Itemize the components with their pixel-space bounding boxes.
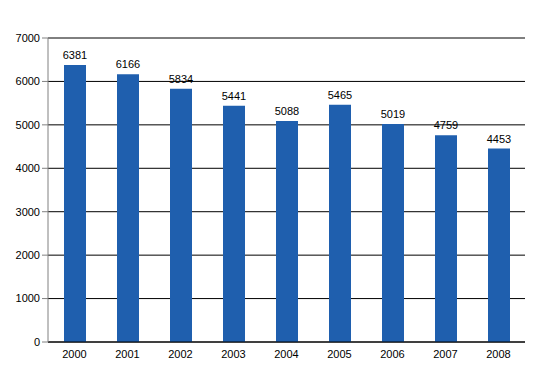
svg-text:5834: 5834 xyxy=(169,73,193,85)
svg-text:5088: 5088 xyxy=(275,105,299,117)
svg-text:2006: 2006 xyxy=(380,348,404,360)
svg-text:4759: 4759 xyxy=(434,119,458,131)
svg-text:5000: 5000 xyxy=(16,119,40,131)
svg-text:6166: 6166 xyxy=(116,58,140,70)
svg-text:6000: 6000 xyxy=(16,75,40,87)
svg-text:6381: 6381 xyxy=(63,49,87,61)
svg-text:2004: 2004 xyxy=(274,348,298,360)
svg-text:2008: 2008 xyxy=(486,348,510,360)
svg-text:2000: 2000 xyxy=(62,348,86,360)
svg-text:1000: 1000 xyxy=(16,292,40,304)
svg-text:5441: 5441 xyxy=(222,90,246,102)
svg-text:7000: 7000 xyxy=(16,32,40,44)
svg-text:4000: 4000 xyxy=(16,162,40,174)
svg-text:5465: 5465 xyxy=(328,89,352,101)
svg-text:2002: 2002 xyxy=(168,348,192,360)
svg-text:2001: 2001 xyxy=(115,348,139,360)
svg-text:2000: 2000 xyxy=(16,249,40,261)
svg-text:2005: 2005 xyxy=(327,348,351,360)
svg-text:5019: 5019 xyxy=(381,108,405,120)
svg-text:2003: 2003 xyxy=(221,348,245,360)
svg-text:4453: 4453 xyxy=(487,133,511,145)
svg-text:3000: 3000 xyxy=(16,206,40,218)
svg-text:2007: 2007 xyxy=(433,348,457,360)
svg-text:0: 0 xyxy=(34,336,40,348)
